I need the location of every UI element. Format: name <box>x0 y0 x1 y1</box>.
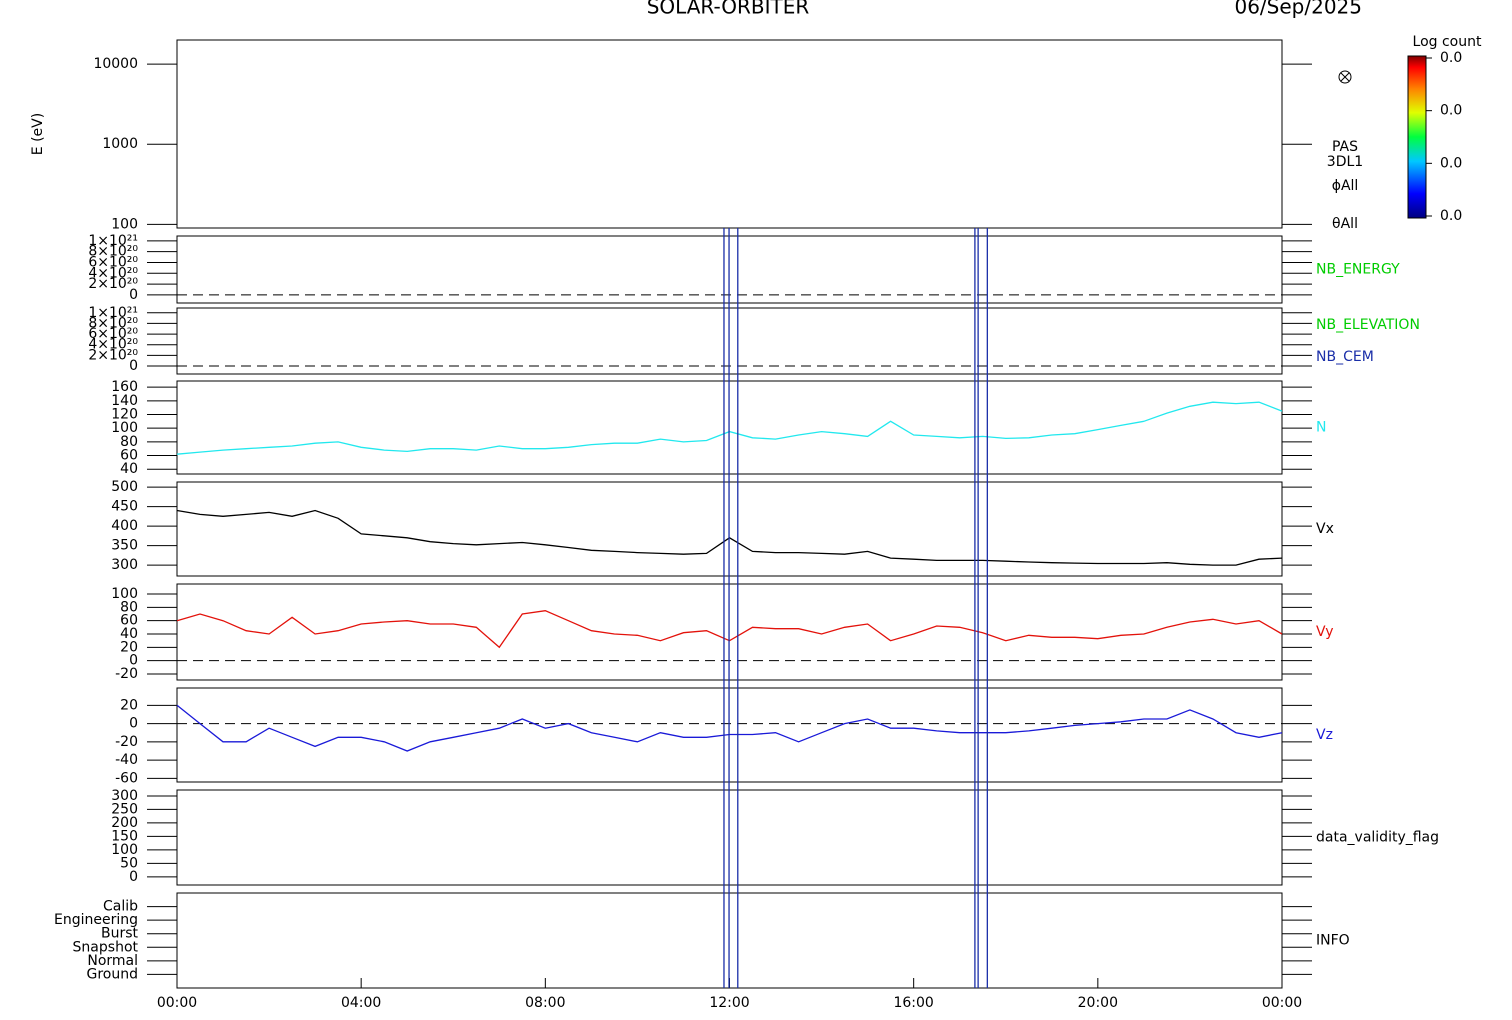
x-tick-label: 20:00 <box>1078 995 1118 1011</box>
y-tick-label: -60 <box>115 770 138 786</box>
x-tick-label: 04:00 <box>341 995 381 1011</box>
y-tick-label: 2×10²⁰ <box>88 276 138 292</box>
y-tick-label: Normal <box>87 953 138 969</box>
y-tick-label: 8×10²⁰ <box>88 315 138 331</box>
y-tick-label: 1000 <box>102 136 138 152</box>
y-tick-label: 0 <box>129 358 138 374</box>
panel-label: 3DL1 <box>1327 154 1363 170</box>
y-tick-label: 2×10²⁰ <box>88 347 138 363</box>
y-tick-label: 140 <box>111 393 138 409</box>
colorbar <box>1407 55 1427 219</box>
y-tick-label: 1×10²¹ <box>88 233 138 249</box>
panel-label: ϕAll <box>1332 178 1359 194</box>
y-axis-label: E (eV) <box>30 113 46 155</box>
legend-entry: NB_CEM <box>1316 349 1374 365</box>
y-tick-label: 40 <box>120 461 138 477</box>
y-tick-label: 300 <box>111 788 138 804</box>
x-tick-label: 00:00 <box>157 995 197 1011</box>
y-tick-label: 100 <box>111 420 138 436</box>
y-tick-label: 0 <box>129 869 138 885</box>
y-tick-label: 400 <box>111 518 138 534</box>
y-tick-label: 6×10²⁰ <box>88 254 138 270</box>
y-tick-label: 120 <box>111 407 138 423</box>
x-tick-label: 12:00 <box>709 995 749 1011</box>
y-tick-label: -20 <box>115 734 138 750</box>
y-tick-label: 500 <box>111 479 138 495</box>
y-tick-label: 0 <box>129 653 138 669</box>
x-tick-label: 00:00 <box>1262 995 1302 1011</box>
y-tick-label: 100 <box>111 216 138 232</box>
colorbar-tick-label: 0.0 <box>1440 208 1462 224</box>
y-tick-label: 60 <box>120 448 138 464</box>
y-tick-label: 350 <box>111 538 138 554</box>
panel-label: θAll <box>1332 216 1358 232</box>
legend-entry: data_validity_flag <box>1316 830 1439 846</box>
y-tick-label: 0 <box>129 716 138 732</box>
colorbar-title: Log count <box>1413 34 1482 50</box>
y-tick-label: 150 <box>111 828 138 844</box>
colorbar-tick-label: 0.0 <box>1440 155 1462 171</box>
panel-label: PAS <box>1332 139 1358 155</box>
y-tick-label: 250 <box>111 801 138 817</box>
colorbar-tick-label: 0.0 <box>1440 103 1462 119</box>
y-tick-label: 20 <box>120 697 138 713</box>
y-tick-label: 4×10²⁰ <box>88 265 138 281</box>
y-tick-label: 80 <box>120 434 138 450</box>
y-tick-label: 300 <box>111 557 138 573</box>
y-tick-label: 0 <box>129 287 138 303</box>
y-tick-label: 60 <box>120 613 138 629</box>
y-tick-label: 160 <box>111 379 138 395</box>
chart-date: 06/Sep/2025 <box>1234 0 1362 19</box>
y-tick-label: Ground <box>87 966 139 982</box>
y-tick-label: 80 <box>120 599 138 615</box>
y-tick-label: Engineering <box>54 912 138 928</box>
x-tick-label: 16:00 <box>893 995 933 1011</box>
y-tick-label: 50 <box>120 855 138 871</box>
y-tick-label: Snapshot <box>73 939 139 955</box>
legend-entry: Vx <box>1316 521 1334 537</box>
legend-entry: NB_ELEVATION <box>1316 317 1420 333</box>
y-tick-label: 6×10²⁰ <box>88 326 138 342</box>
x-tick-label: 08:00 <box>525 995 565 1011</box>
legend-entry: N <box>1316 420 1326 436</box>
y-tick-label: 100 <box>111 586 138 602</box>
y-tick-label: 200 <box>111 815 138 831</box>
colorbar-tick-label: 0.0 <box>1440 50 1462 66</box>
legend-entry: Vz <box>1316 727 1333 743</box>
y-tick-label: 1×10²¹ <box>88 305 138 321</box>
y-tick-label: Calib <box>103 899 138 915</box>
y-tick-label: 20 <box>120 639 138 655</box>
y-tick-label: Burst <box>101 926 139 942</box>
y-tick-label: -20 <box>115 666 138 682</box>
y-tick-label: 4×10²⁰ <box>88 337 138 353</box>
legend-entry: NB_ENERGY <box>1316 262 1400 278</box>
chart-title: SOLAR-ORBITER <box>647 0 810 19</box>
y-tick-label: 100 <box>111 842 138 858</box>
legend-entry: Vy <box>1316 624 1334 640</box>
y-tick-label: 8×10²⁰ <box>88 244 138 260</box>
y-tick-label: 40 <box>120 626 138 642</box>
y-tick-label: -40 <box>115 752 138 768</box>
y-tick-label: 10000 <box>93 56 138 72</box>
y-tick-label: 450 <box>111 499 138 515</box>
legend-entry: INFO <box>1316 933 1350 949</box>
look-direction-symbol <box>1338 70 1352 84</box>
